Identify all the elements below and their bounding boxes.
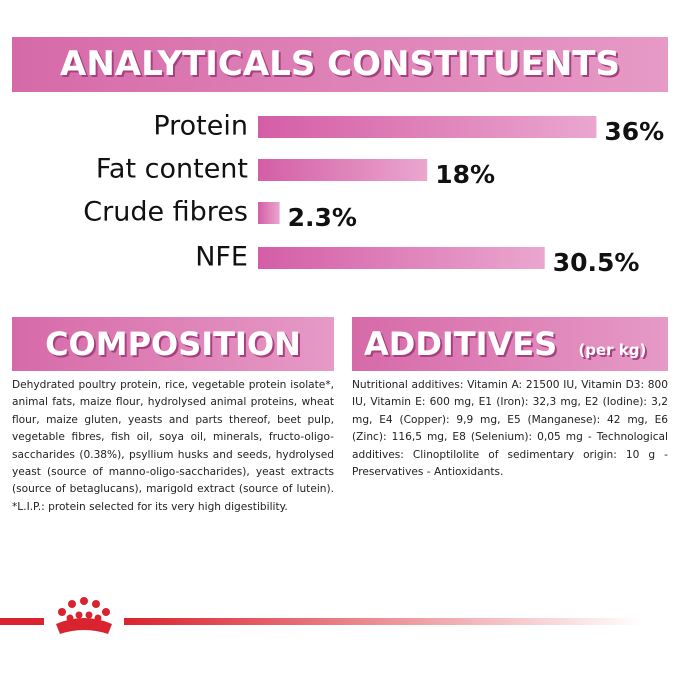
additives-subtitle: (per kg) [578,341,647,359]
chart-title: ANALYTICALS CONSTITUENTS [12,37,668,92]
footer-line [0,618,44,625]
bar [258,247,545,269]
value-label: 36% [604,117,664,146]
bar [258,202,280,224]
chart: Protein 36% Fat content 18% Crude fibres 2.3%… [83,111,664,278]
footer-line [124,618,644,625]
additives-text: Nutritional additives: Vitamin A: 21500 … [352,379,668,479]
category-label: Fat content [96,154,248,185]
composition-text: Dehydrated poultry protein, rice, vegeta… [12,379,334,513]
footer-logo [0,597,644,634]
category-label: NFE [195,242,248,273]
bar [258,116,597,138]
category-label: Protein [153,111,248,142]
additives-header: ADDITIVES (per kg) [352,317,668,371]
crown-icon [56,597,112,634]
category-label: Crude fibres [83,197,248,228]
value-label: 2.3% [288,203,357,232]
value-label: 18% [435,160,495,189]
additives-title: ADDITIVES [364,325,558,363]
composition-title: COMPOSITION [12,317,334,371]
value-label: 30.5% [553,248,640,277]
bar [258,159,428,181]
